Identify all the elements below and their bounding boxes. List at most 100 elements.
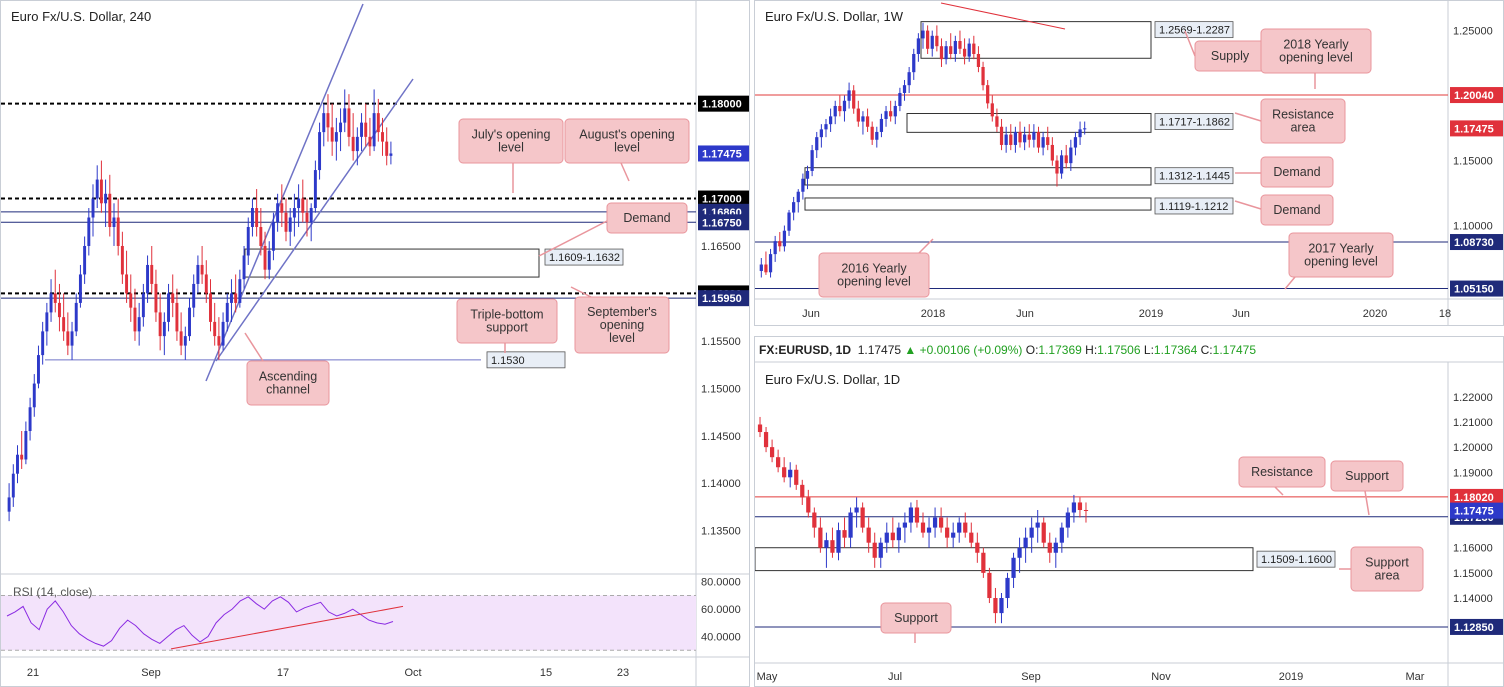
callout-september-open: opening (600, 318, 645, 332)
candle-body (24, 431, 28, 460)
candle-body (794, 469, 799, 485)
quote-high: 1.17506 (1097, 343, 1141, 357)
time-axis-tick: Sep (141, 667, 161, 679)
daily-chart-svg[interactable]: 1.180201.172301.128501.174751.220001.210… (755, 337, 1503, 686)
callout-resistance-box (1238, 456, 1326, 488)
candle-body (792, 202, 796, 213)
quote-up-arrow-icon: ▲ (904, 343, 917, 357)
candle-body (1053, 542, 1058, 553)
callout-august-open: August's opening (579, 128, 675, 142)
candle-body (819, 129, 823, 138)
quote-last: 1.17475 (857, 343, 902, 357)
candle-body (776, 457, 781, 468)
callout-2017-open: 2017 Yearly (1308, 242, 1374, 256)
candle-body (78, 274, 82, 303)
callout-2018-open-box (1260, 28, 1372, 74)
candle-body (32, 383, 36, 408)
candle-body (179, 331, 183, 346)
time-axis-tick: 2019 (1279, 671, 1303, 683)
candle-body (41, 331, 45, 356)
level-price-tag-bg (698, 214, 749, 231)
callout-resistance-area: area (1290, 121, 1315, 135)
callout-demand: Demand (623, 211, 670, 225)
candle-body (213, 321, 217, 337)
candle-body (351, 136, 355, 152)
candle-body (916, 38, 920, 54)
price-axis-tick: 1.15000 (1453, 156, 1493, 168)
candle-body (141, 293, 145, 318)
level-price-tag: 1.18020 (1454, 492, 1494, 504)
support-zone-box (755, 547, 1254, 572)
candle-body (921, 30, 925, 39)
callout-demand-upper: Demand (1273, 165, 1320, 179)
callout-triple-bottom: support (486, 321, 528, 335)
level-price-tag: 1.15950 (702, 293, 742, 305)
candle-body (893, 105, 897, 117)
candle-body (7, 497, 11, 512)
candle-body (292, 208, 296, 218)
candle-body (1083, 510, 1089, 511)
candle-body (902, 85, 907, 93)
candle-body (360, 122, 364, 137)
price-axis-tick: 1.10000 (1453, 221, 1493, 233)
candle-body (167, 293, 171, 322)
level-price-tag-bg (1450, 234, 1503, 251)
demand-zone-label-bg (544, 248, 624, 266)
candle-body (847, 90, 851, 101)
candle-body (787, 212, 791, 231)
h4-chart-title: Euro Fx/U.S. Dollar, 240 (11, 9, 152, 24)
candle-body (137, 317, 141, 332)
callout-september-open: September's (587, 305, 657, 319)
rsi-trendline (170, 605, 404, 650)
candle-body (930, 35, 934, 49)
callout-supply: Supply (1211, 49, 1250, 63)
candle-body (1036, 131, 1041, 148)
candle-body (782, 467, 787, 478)
candle-body (175, 302, 179, 332)
candle-body (1018, 131, 1022, 143)
time-axis-tick: 15 (540, 667, 552, 679)
candle-body (963, 522, 968, 533)
candle-body (129, 293, 133, 308)
candle-body (806, 497, 811, 513)
candle-body (20, 454, 24, 460)
candle-body (1071, 502, 1077, 513)
rsi-label: RSI (14, close) (13, 585, 92, 599)
candle-body (1032, 131, 1036, 140)
candle-body (830, 540, 835, 553)
candle-body (990, 103, 994, 117)
candle-body (364, 122, 368, 137)
candle-body (255, 208, 259, 228)
candle-body (318, 132, 322, 171)
candle-body (297, 198, 301, 209)
candle-body (796, 191, 800, 203)
candle-body (376, 113, 380, 133)
candle-body (889, 111, 893, 117)
candle-body (757, 424, 763, 433)
time-axis-tick: 23 (617, 667, 629, 679)
candle-body (309, 208, 313, 223)
weekly-chart-svg[interactable]: 1.20040 1.08730 1.05150 1.17475 1.25000 1.150… (755, 1, 1503, 325)
candle-body (49, 293, 53, 313)
callout-triple-bottom-box (456, 298, 558, 344)
candle-body (914, 507, 920, 523)
candle-body (866, 527, 871, 543)
zone-box (804, 197, 1152, 211)
candle-body (104, 193, 108, 204)
candle-body (57, 302, 61, 318)
candle-body (74, 302, 78, 332)
candle-body (810, 150, 814, 171)
time-axis-tick: Sep (1021, 671, 1041, 683)
candle-body (951, 532, 956, 538)
candle-body (259, 227, 263, 246)
h4-chart-svg[interactable]: 1.180001.170001.168601.167501.160001.159… (1, 1, 749, 686)
candle-body (330, 127, 334, 142)
price-axis-tick: 1.14500 (701, 431, 741, 443)
quote-open: 1.17369 (1038, 343, 1082, 357)
candle-body (908, 507, 914, 523)
candle-body (1065, 512, 1070, 528)
zone-label: 1.1119-1.1212 (1159, 201, 1228, 213)
candle-body (355, 136, 359, 152)
candle-body (935, 35, 939, 47)
candle-body (334, 132, 338, 142)
